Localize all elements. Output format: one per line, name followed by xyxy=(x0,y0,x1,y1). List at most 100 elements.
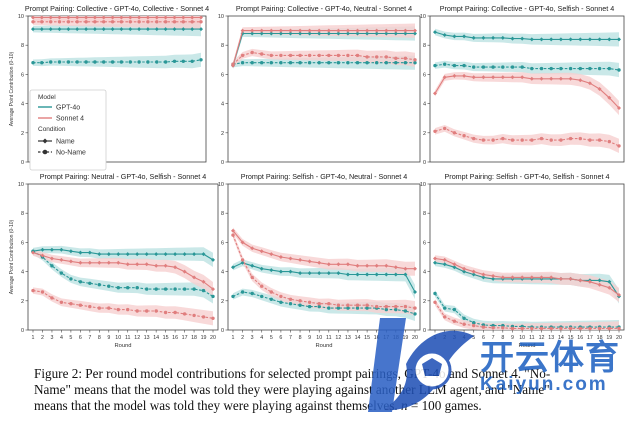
data-point xyxy=(97,283,102,287)
data-point xyxy=(433,260,437,265)
data-point xyxy=(403,28,408,33)
y-tick-label: 10 xyxy=(420,182,426,188)
y-tick-label: 6 xyxy=(221,72,224,78)
chart-panel-1: Prompt Pairing: Collective - GPT-4o, Col… xyxy=(9,4,209,166)
data-point xyxy=(173,287,177,291)
data-point xyxy=(182,312,187,316)
data-point xyxy=(240,28,245,33)
data-point xyxy=(549,37,554,42)
data-point xyxy=(231,233,235,237)
data-point xyxy=(500,35,505,40)
y-tick-label: 8 xyxy=(423,211,426,217)
data-point xyxy=(374,28,379,33)
data-point xyxy=(49,20,53,24)
data-point xyxy=(69,302,73,306)
data-point xyxy=(307,300,312,304)
y-tick-label: 2 xyxy=(221,131,224,137)
data-point xyxy=(97,260,102,265)
data-point xyxy=(40,290,45,294)
chart-panel-6: Prompt Pairing: Selfish - GPT-4o, Selfis… xyxy=(420,172,625,349)
data-point xyxy=(135,286,139,290)
data-point xyxy=(154,287,158,291)
data-point xyxy=(568,276,573,281)
y-tick-label: 0 xyxy=(423,160,426,166)
data-point xyxy=(68,249,73,254)
data-point xyxy=(59,271,64,275)
data-point xyxy=(472,136,476,141)
data-point xyxy=(154,15,159,20)
data-point xyxy=(597,278,602,283)
data-point xyxy=(144,262,149,267)
data-point xyxy=(345,272,350,277)
data-point xyxy=(326,271,331,276)
data-point xyxy=(578,37,583,42)
y-tick-label: 8 xyxy=(221,211,224,217)
watermark-logo-icon xyxy=(368,318,474,412)
data-point xyxy=(587,37,592,42)
data-point xyxy=(433,256,437,261)
data-point xyxy=(346,303,350,307)
data-point xyxy=(190,27,195,32)
data-point xyxy=(317,271,322,276)
data-point xyxy=(154,27,159,32)
data-point xyxy=(155,60,159,64)
data-point xyxy=(384,272,389,277)
confidence-band xyxy=(233,26,415,69)
data-point xyxy=(119,27,124,32)
x-tick-label: 13 xyxy=(144,335,150,341)
data-point xyxy=(462,269,467,274)
x-tick-label: 6 xyxy=(79,335,82,341)
x-tick-label: 19 xyxy=(402,335,408,341)
data-point xyxy=(336,271,341,276)
data-point xyxy=(413,58,417,62)
data-point xyxy=(491,274,496,278)
watermark-text: 开云体育 xyxy=(480,338,620,378)
data-point xyxy=(403,309,408,313)
confidence-band xyxy=(33,245,213,267)
data-point xyxy=(529,37,534,42)
data-point xyxy=(403,304,408,309)
data-point xyxy=(529,275,534,280)
data-point xyxy=(530,326,534,331)
x-tick-label: 17 xyxy=(587,335,593,341)
data-point xyxy=(529,76,534,81)
data-point xyxy=(307,259,312,264)
x-axis-label: Round xyxy=(114,343,131,349)
data-point xyxy=(588,138,592,142)
data-point xyxy=(97,306,102,310)
data-point xyxy=(345,28,350,33)
x-tick-label: 8 xyxy=(501,335,504,341)
data-point xyxy=(375,304,379,309)
data-point xyxy=(530,138,534,142)
data-point xyxy=(163,310,168,315)
data-point xyxy=(597,326,602,331)
y-tick-label: 0 xyxy=(21,160,24,166)
data-point xyxy=(568,66,573,71)
data-point xyxy=(317,53,321,58)
data-point xyxy=(336,61,341,65)
data-point xyxy=(472,65,476,69)
data-point xyxy=(145,309,149,313)
data-point xyxy=(250,291,254,296)
x-tick-label: 13 xyxy=(548,335,554,341)
data-point xyxy=(278,31,283,36)
data-point xyxy=(101,15,106,20)
data-point xyxy=(539,136,544,141)
data-point xyxy=(288,53,293,58)
data-point xyxy=(269,290,273,294)
x-axis-label: Round xyxy=(315,343,332,349)
data-point xyxy=(403,31,408,36)
legend-noname-label: No-Name xyxy=(56,150,86,157)
data-point xyxy=(298,61,302,65)
data-point xyxy=(144,252,149,257)
data-point xyxy=(607,285,612,290)
data-point xyxy=(88,304,92,309)
x-tick-label: 9 xyxy=(308,335,311,341)
data-point xyxy=(78,280,83,284)
data-point xyxy=(336,306,341,310)
y-tick-label: 8 xyxy=(423,43,426,49)
data-point xyxy=(403,266,408,271)
data-point xyxy=(279,294,283,299)
data-point xyxy=(119,60,124,64)
data-point xyxy=(192,287,196,291)
